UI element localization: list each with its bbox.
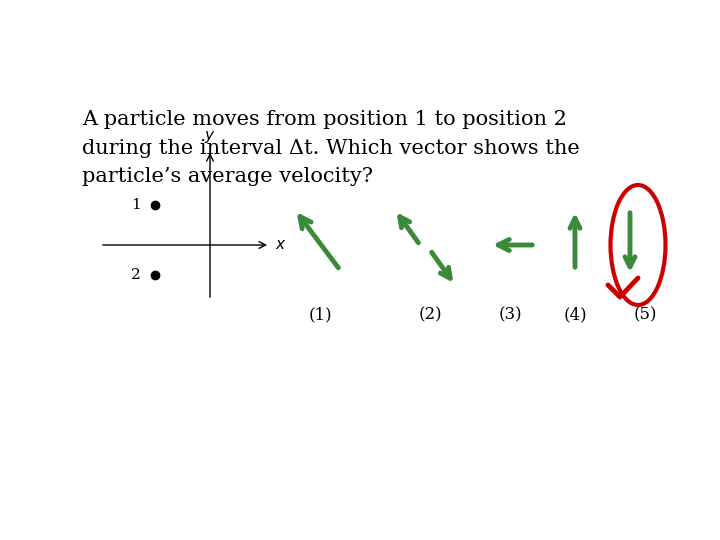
Text: 2: 2	[131, 268, 141, 282]
Text: (2): (2)	[418, 307, 442, 323]
Text: 1: 1	[131, 198, 141, 212]
Text: (1): (1)	[308, 307, 332, 323]
Text: A particle moves from position 1 to position 2
during the interval Δt. Which vec: A particle moves from position 1 to posi…	[82, 110, 580, 186]
Text: (4): (4)	[563, 307, 587, 323]
Text: $y$: $y$	[204, 129, 216, 145]
Text: (5): (5)	[634, 307, 657, 323]
Text: (3): (3)	[498, 307, 522, 323]
Text: $x$: $x$	[275, 238, 287, 252]
